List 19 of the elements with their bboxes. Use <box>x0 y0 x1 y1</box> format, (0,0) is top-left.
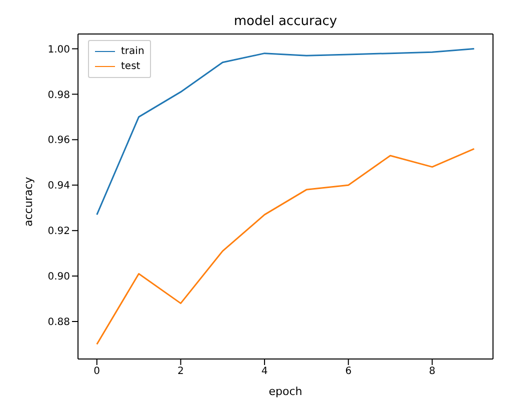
x-tick-label: 8 <box>429 366 436 378</box>
y-tick-label: 0.88 <box>48 317 70 328</box>
x-tick-label: 2 <box>178 366 184 378</box>
line-series <box>96 148 475 345</box>
y-tick-label: 0.90 <box>48 272 70 283</box>
x-tick-label: 0 <box>94 366 100 378</box>
legend-label: test <box>121 60 140 74</box>
legend-label: train <box>121 45 144 59</box>
y-tick-label: 1.00 <box>48 44 70 56</box>
y-axis-title: accuracy <box>22 176 35 226</box>
y-tick-label: 0.98 <box>48 90 70 101</box>
x-tick-label: 4 <box>261 366 268 378</box>
y-tick-label: 0.92 <box>48 226 70 238</box>
x-tick-label: 6 <box>345 366 352 378</box>
line-series <box>96 48 475 216</box>
y-tick-label: 0.96 <box>48 135 70 146</box>
chart-title: model accuracy <box>234 14 338 29</box>
y-tick-label: 0.94 <box>48 180 70 192</box>
x-axis-title: epoch <box>268 385 302 398</box>
